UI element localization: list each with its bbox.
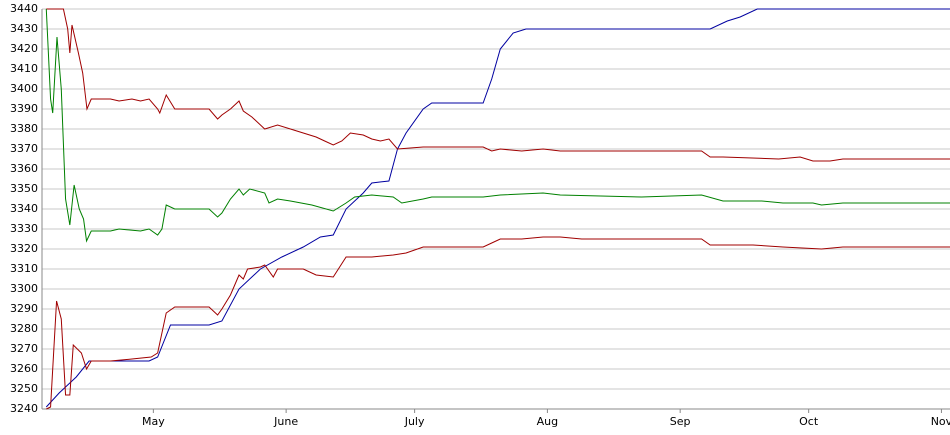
y-tick-label: 3250 (10, 382, 38, 395)
x-tick-label: Oct (799, 415, 819, 428)
x-tick-label: July (404, 415, 425, 428)
y-tick-label: 3360 (10, 162, 38, 175)
y-tick-label: 3300 (10, 282, 38, 295)
y-tick-label: 3430 (10, 22, 38, 35)
y-tick-label: 3440 (10, 2, 38, 15)
y-tick-label: 3330 (10, 222, 38, 235)
y-tick-label: 3400 (10, 82, 38, 95)
y-tick-label: 3420 (10, 42, 38, 55)
series-line (45, 8, 950, 408)
y-tick-label: 3410 (10, 62, 38, 75)
y-tick-label: 3290 (10, 302, 38, 315)
y-tick-label: 3320 (10, 242, 38, 255)
series-line (46, 8, 950, 162)
y-tick-label: 3260 (10, 362, 38, 375)
x-tick-label: Sep (670, 415, 691, 428)
y-tick-label: 3370 (10, 142, 38, 155)
series-line (46, 236, 950, 410)
y-tick-label: 3380 (10, 122, 38, 135)
y-tick-label: 3310 (10, 262, 38, 275)
y-tick-label: 3390 (10, 102, 38, 115)
y-tick-label: 3350 (10, 182, 38, 195)
x-tick-label: June (273, 415, 298, 428)
x-tick-label: Aug (537, 415, 558, 428)
y-tick-label: 3270 (10, 342, 38, 355)
x-tick-label: May (142, 415, 165, 428)
x-tick-label: Nov (931, 415, 950, 428)
y-tick-label: 3340 (10, 202, 38, 215)
y-tick-label: 3240 (10, 402, 38, 415)
y-tick-label: 3280 (10, 322, 38, 335)
series-line (45, 8, 950, 243)
